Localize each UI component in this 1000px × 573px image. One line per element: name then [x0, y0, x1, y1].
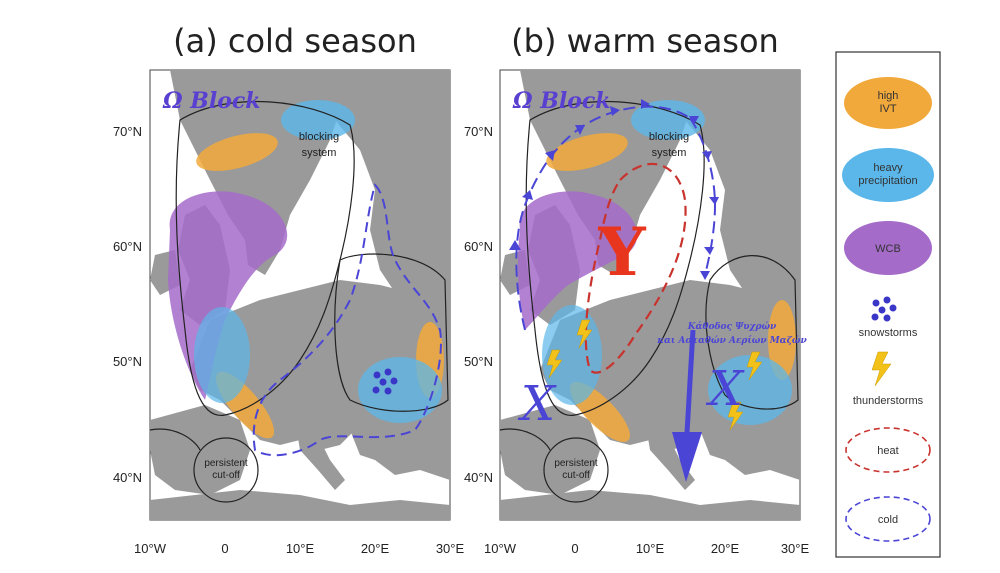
legend-frame — [835, 51, 941, 558]
panel-b: (b) warm season persistent cut-off — [464, 22, 810, 556]
lon-tick-10e: 10°E — [286, 541, 315, 556]
panel-a-lat-ticks: 70°N 60°N 50°N 40°N — [113, 124, 142, 485]
panel-b-greek-line-1: Κάθοδος Ψυχρών — [687, 321, 777, 332]
panel-a-title: (a) cold season — [173, 22, 417, 60]
legend-wcb-swatch — [844, 221, 932, 275]
panel-b-lat-ticks: 70°N 60°N 50°N 40°N — [464, 124, 493, 485]
panel-a-omega-block-label: Ω Block — [162, 88, 261, 114]
panel-b-cutoff-circle — [543, 437, 609, 503]
panel-b-cutoff-label-1: persistent — [554, 458, 598, 469]
lon-tick-0-b: 0 — [571, 541, 578, 556]
lat-tick-50: 50°N — [113, 354, 142, 369]
panel-a-precip-north — [281, 100, 355, 140]
panel-b-greek-line-2: και Ασταθών Αερίων Μαζών — [656, 335, 807, 346]
panel-b-lightning-icon — [546, 319, 763, 431]
panel-a-cutoff-label-2: cut-off — [212, 470, 240, 481]
panel-b-wcb — [517, 191, 638, 330]
panel-a-precip-west — [194, 307, 250, 403]
panel-b-x-left: X — [517, 376, 557, 432]
panel-b-ivt-east — [768, 300, 796, 380]
legend-wcb-label: WCB — [875, 243, 901, 255]
panel-b-descent-arrow-shaft — [683, 329, 696, 451]
panel-b-ivt-north — [546, 133, 628, 171]
panel-a-cutoff-label-1: persistent — [204, 458, 248, 469]
legend-heat-label: heat — [877, 445, 898, 457]
panel-b-heat-contour — [584, 162, 687, 374]
panel-b-precip-east — [708, 355, 792, 425]
legend-heat-swatch — [845, 427, 931, 473]
panel-b-flow-arrowheads — [509, 99, 719, 280]
legend-snowflake-icon — [871, 296, 897, 322]
panel-b-cutoff-label-2: cut-off — [562, 470, 590, 481]
legend-thunderstorms-label: thunderstorms — [853, 395, 924, 407]
legend-precip-label-1: heavy — [873, 162, 903, 174]
legend: high IVT heavy precipitation WCB snowsto… — [835, 51, 941, 558]
lon-tick-10e-b: 10°E — [636, 541, 665, 556]
lon-tick-10w-b: 10°W — [484, 541, 517, 556]
legend-item-snowstorms: snowstorms — [859, 296, 918, 339]
lon-tick-0: 0 — [221, 541, 228, 556]
lon-tick-30e: 30°E — [436, 541, 465, 556]
legend-precip-label-2: precipitation — [858, 175, 917, 187]
lat-tick-70-b: 70°N — [464, 124, 493, 139]
lon-tick-20e: 20°E — [361, 541, 390, 556]
legend-item-heat: heat — [845, 427, 931, 473]
lat-tick-70: 70°N — [113, 124, 142, 139]
panel-b-iberia-contour — [499, 428, 551, 451]
lon-tick-20e-b: 20°E — [711, 541, 740, 556]
panel-a-blocking-label-1: blocking — [299, 131, 339, 143]
panel-b-x-right: X — [705, 361, 745, 417]
legend-snowstorms-label: snowstorms — [859, 327, 918, 339]
panel-a-ivt-north — [196, 133, 278, 171]
legend-item-thunderstorms: thunderstorms — [853, 351, 924, 407]
panel-b-map: persistent cut-off — [499, 69, 807, 521]
legend-cold-label: cold — [878, 514, 898, 526]
panel-a-iberia-contour — [149, 428, 201, 451]
panel-b-blocking-label-2: system — [652, 147, 687, 159]
legend-precip-swatch — [842, 148, 934, 202]
legend-ivt-label-1: high — [878, 90, 899, 102]
legend-ivt-label-2: IVT — [879, 103, 896, 115]
panel-b-block-east-contour — [705, 255, 799, 410]
legend-item-ivt: high IVT — [844, 77, 932, 129]
lat-tick-40-b: 40°N — [464, 470, 493, 485]
panel-a-cutoff-circle — [193, 437, 259, 503]
panel-b-descent-arrow-icon — [672, 432, 702, 482]
panel-a-precip-east — [358, 357, 442, 423]
panel-a-blocking-label-2: system — [302, 147, 337, 159]
panel-a-lon-ticks: 10°W 0 10°E 20°E 30°E — [134, 541, 464, 556]
lat-tick-40: 40°N — [113, 470, 142, 485]
legend-lightning-icon — [871, 351, 892, 387]
panel-b-title: (b) warm season — [511, 22, 779, 60]
panel-b-lon-ticks: 10°W 0 10°E 20°E 30°E — [484, 541, 809, 556]
panel-b-big-y: Y — [597, 213, 646, 291]
lat-tick-60: 60°N — [113, 239, 142, 254]
panel-b-precip-north — [631, 100, 705, 140]
lat-tick-60-b: 60°N — [464, 239, 493, 254]
panel-b-omega-block-label: Ω Block — [512, 88, 611, 114]
legend-cold-swatch — [845, 496, 931, 542]
panel-a-map: persistent cut-off blocking system Ω Blo… — [149, 69, 451, 521]
legend-item-wcb: WCB — [844, 221, 932, 275]
panel-a-blocking-contour — [175, 100, 355, 416]
legend-ivt-swatch — [844, 77, 932, 129]
panel-b-blocking-label-1: blocking — [649, 131, 689, 143]
lon-tick-30e-b: 30°E — [781, 541, 810, 556]
legend-item-cold: cold — [845, 496, 931, 542]
lat-tick-50-b: 50°N — [464, 354, 493, 369]
lon-tick-10w: 10°W — [134, 541, 167, 556]
panel-a-snowflake-icon — [372, 368, 398, 395]
legend-item-precip: heavy precipitation — [842, 148, 934, 202]
panel-a: (a) cold season persistent cut-off — [113, 22, 465, 556]
